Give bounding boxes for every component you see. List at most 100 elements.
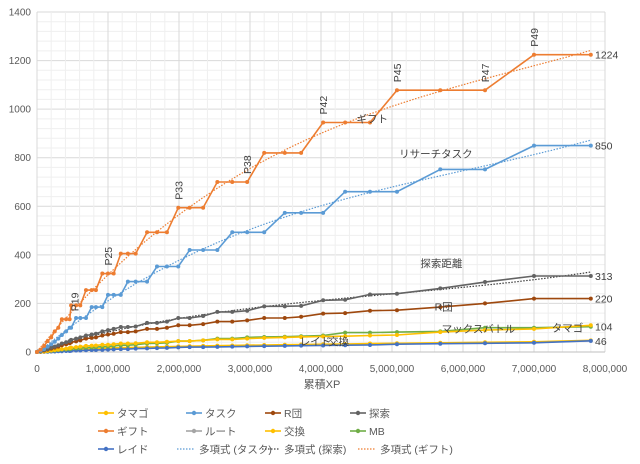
data-point bbox=[245, 230, 250, 235]
legend-marker bbox=[270, 410, 276, 416]
series-annotation: タマゴ bbox=[552, 322, 584, 335]
legend-label: R団 bbox=[284, 408, 302, 420]
x-tick-label: 3,000,000 bbox=[228, 364, 273, 375]
data-point bbox=[201, 205, 206, 210]
data-point bbox=[133, 324, 138, 329]
data-point bbox=[100, 342, 105, 347]
data-point bbox=[532, 296, 536, 301]
data-point bbox=[69, 345, 74, 350]
data-point bbox=[201, 248, 206, 252]
data-point bbox=[93, 335, 98, 340]
data-point bbox=[118, 292, 123, 297]
data-point bbox=[56, 347, 61, 352]
data-point bbox=[145, 320, 150, 325]
data-point bbox=[343, 297, 348, 302]
legend-marker bbox=[355, 410, 361, 416]
trendline bbox=[36, 49, 591, 352]
data-point bbox=[299, 303, 304, 308]
data-point bbox=[367, 308, 372, 313]
legend-item: タスク bbox=[186, 408, 237, 420]
data-point bbox=[532, 340, 536, 345]
data-point bbox=[118, 347, 123, 352]
legend-label: ルート bbox=[205, 426, 237, 438]
data-point bbox=[111, 271, 116, 276]
data-point bbox=[394, 342, 399, 347]
level-label: P38 bbox=[242, 155, 254, 174]
grid bbox=[36, 11, 606, 353]
data-point bbox=[111, 292, 116, 297]
x-axis-label: 累積XP bbox=[304, 377, 341, 391]
data-point bbox=[262, 316, 267, 320]
x-tick-label: 0 bbox=[34, 364, 40, 375]
data-point bbox=[125, 279, 130, 284]
data-point bbox=[89, 288, 94, 293]
data-point bbox=[78, 335, 83, 340]
data-point bbox=[483, 341, 488, 346]
series-annotation: R団 bbox=[435, 302, 453, 314]
data-point bbox=[133, 346, 138, 351]
data-point bbox=[89, 343, 94, 348]
end-value-label: 104 bbox=[595, 322, 613, 334]
legend-item: ギフト bbox=[98, 426, 149, 438]
data-point bbox=[106, 271, 110, 276]
series-annotation: マックスバトル bbox=[442, 324, 516, 336]
data-point bbox=[67, 317, 72, 322]
data-point bbox=[230, 344, 235, 349]
end-value-label: 220 bbox=[595, 294, 613, 306]
data-point bbox=[187, 345, 192, 350]
data-point bbox=[187, 339, 192, 344]
data-point bbox=[118, 324, 123, 329]
legend-item: 多項式 (ギフト) bbox=[358, 443, 453, 456]
data-point bbox=[245, 180, 250, 184]
data-point bbox=[215, 344, 220, 349]
data-point bbox=[52, 344, 57, 349]
end-value-label: 313 bbox=[595, 271, 613, 283]
data-point bbox=[74, 303, 79, 308]
legend-label: 交換 bbox=[284, 425, 305, 438]
data-point bbox=[69, 337, 74, 342]
data-point bbox=[49, 335, 54, 340]
data-point bbox=[394, 291, 399, 296]
legend-marker bbox=[191, 410, 197, 416]
data-point bbox=[321, 120, 326, 125]
legend-item: ルート bbox=[186, 426, 237, 438]
legend-label: ギフト bbox=[117, 426, 149, 438]
data-point bbox=[299, 343, 304, 348]
legend-marker bbox=[355, 428, 361, 434]
data-point bbox=[64, 346, 69, 351]
data-point bbox=[154, 326, 159, 331]
data-point bbox=[42, 343, 47, 348]
series-line bbox=[36, 144, 591, 353]
data-point bbox=[438, 167, 443, 172]
data-point bbox=[154, 230, 159, 235]
data-point bbox=[100, 347, 105, 352]
data-point bbox=[343, 343, 348, 348]
data-point bbox=[438, 286, 443, 291]
level-label: P25 bbox=[103, 247, 115, 266]
data-point bbox=[145, 279, 150, 284]
x-tick-label: 4,000,000 bbox=[299, 364, 344, 375]
data-point bbox=[78, 316, 83, 320]
series-annotation: 交換 bbox=[328, 335, 349, 348]
data-point bbox=[89, 332, 94, 337]
legend-label: 多項式 (ギフト) bbox=[380, 443, 453, 456]
data-point bbox=[438, 330, 443, 335]
data-point bbox=[321, 343, 326, 348]
data-point bbox=[176, 323, 181, 328]
data-point bbox=[483, 88, 488, 93]
data-point bbox=[83, 288, 88, 293]
data-point bbox=[111, 342, 116, 347]
y-tick-label: 1200 bbox=[9, 56, 32, 67]
legend-label: 多項式 (タスク) bbox=[199, 443, 272, 456]
data-point bbox=[83, 316, 88, 320]
data-point bbox=[56, 336, 61, 341]
data-point bbox=[343, 120, 348, 125]
data-point bbox=[118, 341, 123, 346]
series-annotation: 探索距離 bbox=[420, 257, 462, 270]
series-annotation: リサーチタスク bbox=[399, 149, 473, 161]
data-point bbox=[230, 230, 235, 235]
data-point bbox=[483, 328, 488, 333]
data-point bbox=[83, 336, 88, 341]
